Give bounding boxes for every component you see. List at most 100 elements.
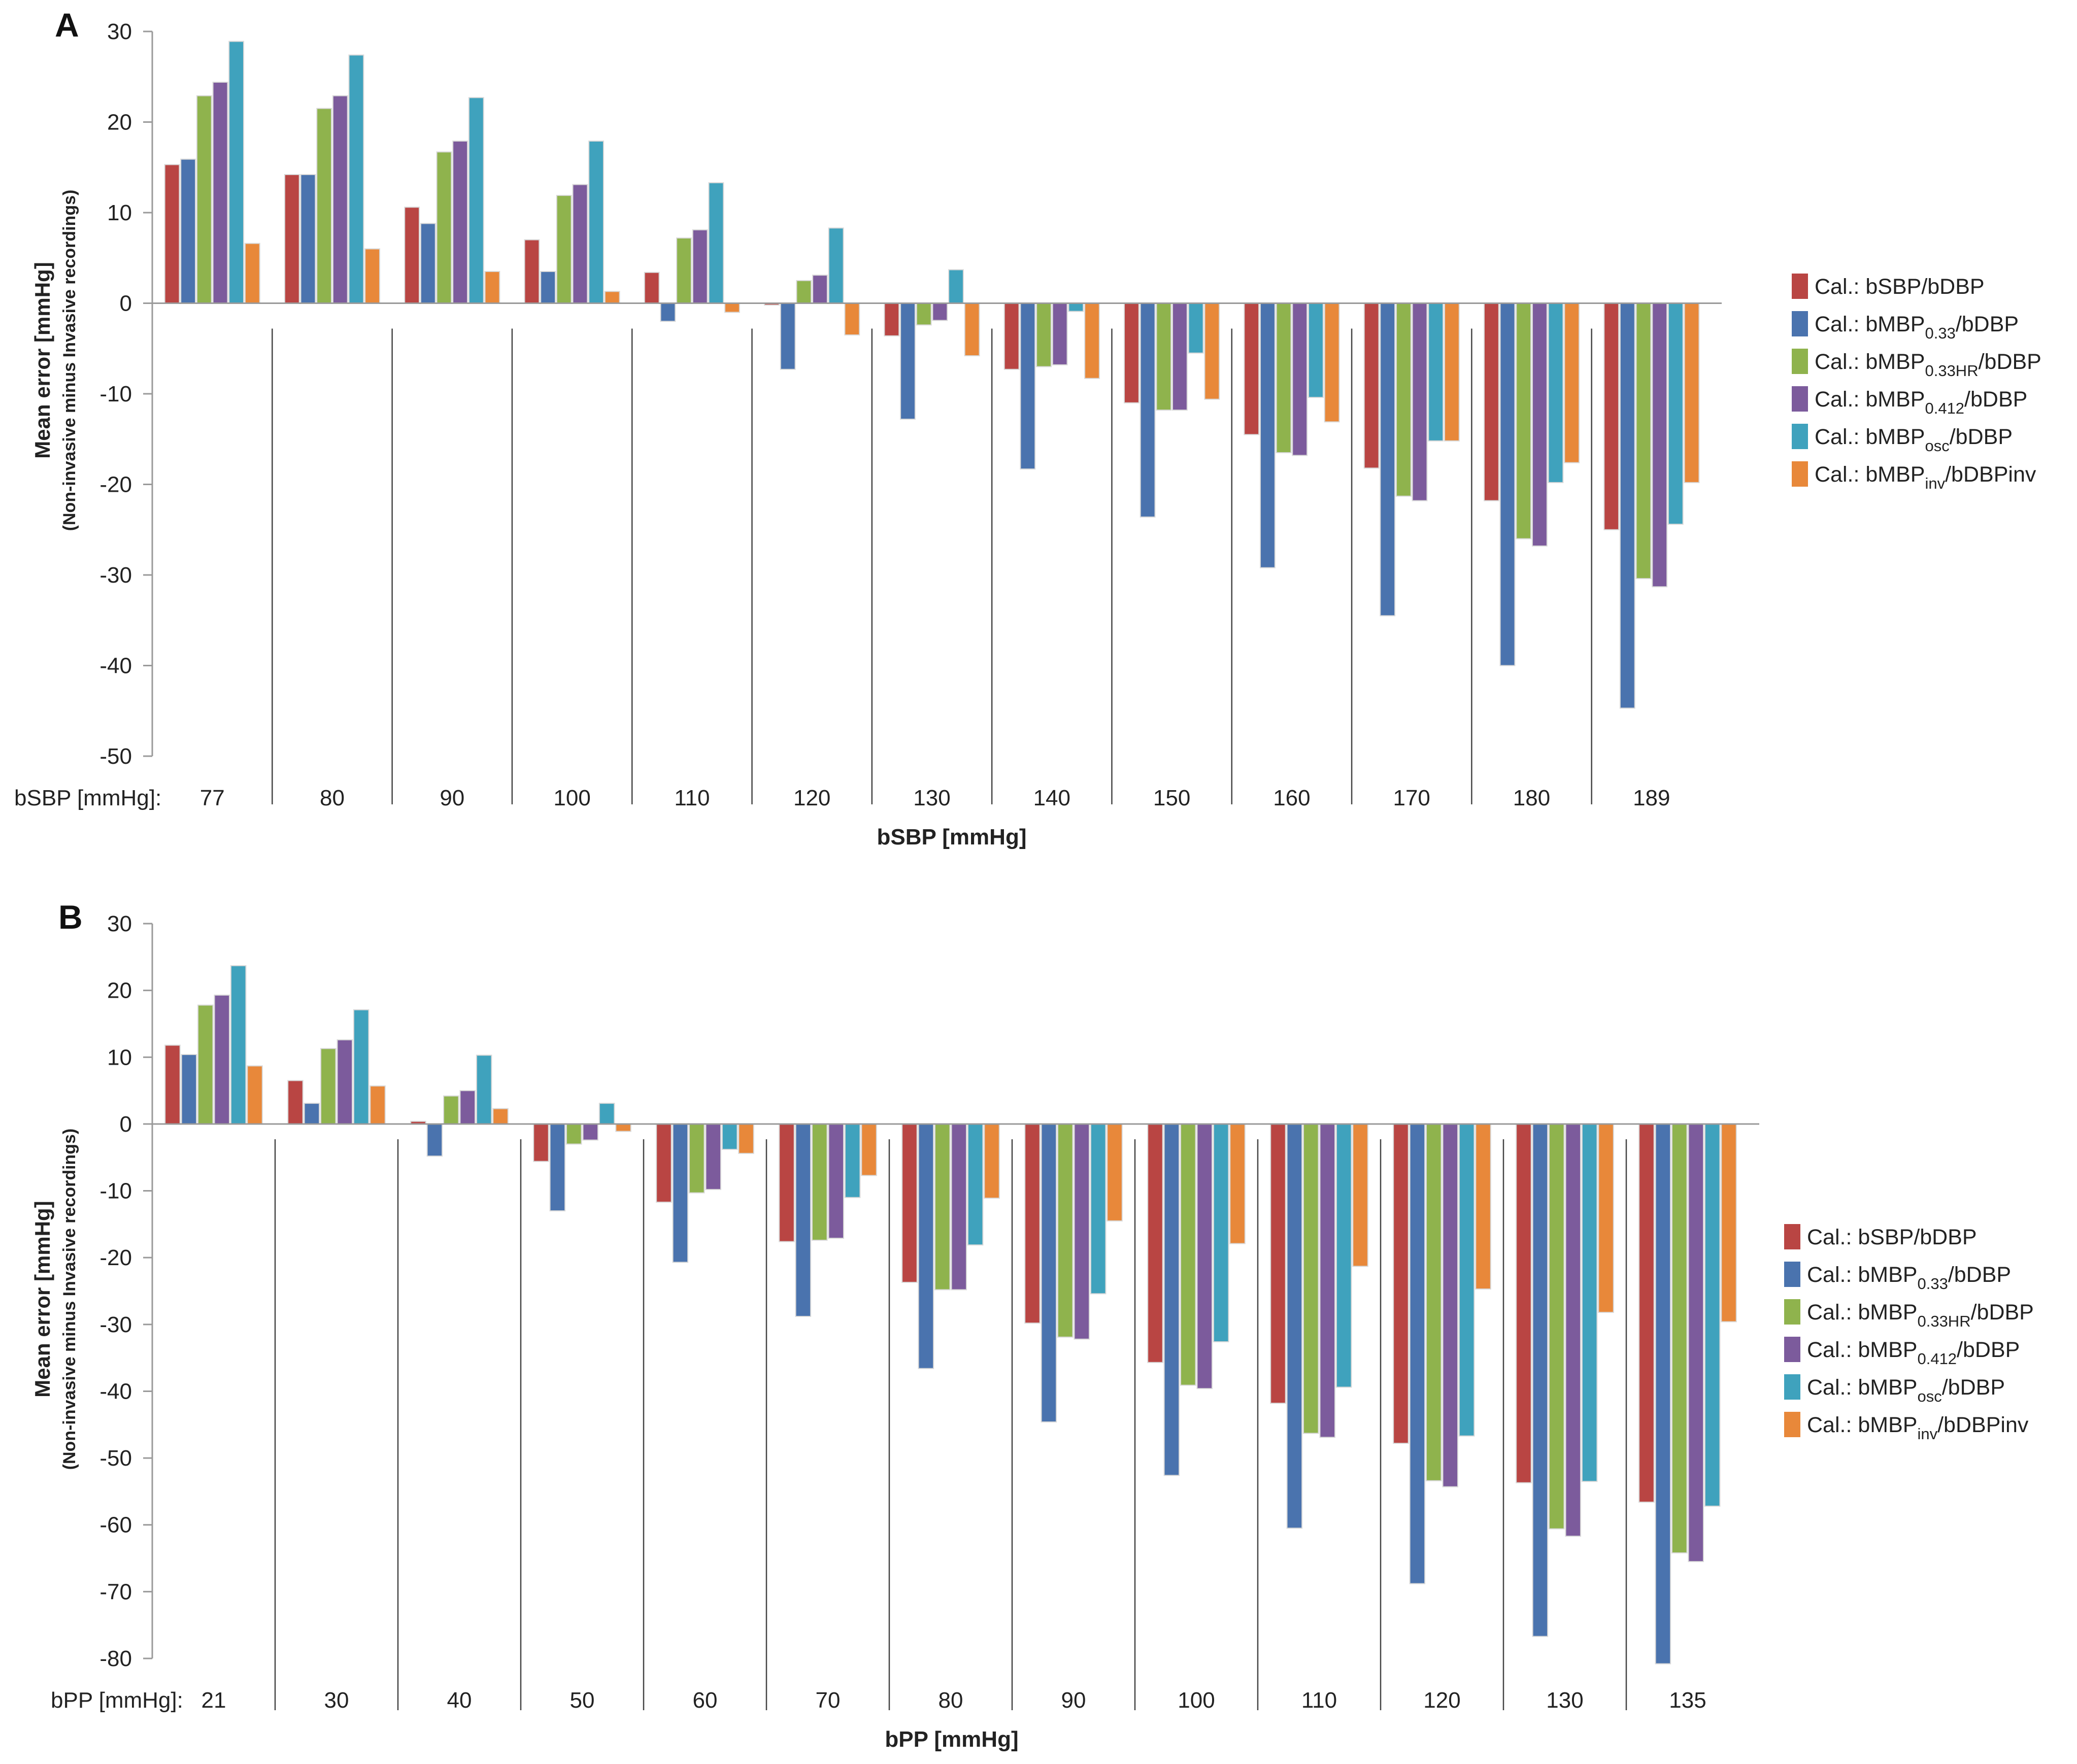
bar-series-2-cat-90 — [420, 223, 436, 304]
bar-series-2-cat-77 — [180, 158, 196, 304]
bar-series-5-cat-90 — [1090, 1123, 1107, 1295]
bar-series-6-cat-100 — [1229, 1123, 1246, 1244]
bar-series-4-cat-21 — [214, 994, 230, 1125]
bar-series-6-cat-50 — [615, 1123, 631, 1132]
bar-series-5-cat-120 — [828, 227, 844, 304]
panel-a-legend: Cal.: bSBP/bDBP Cal.: bMBP0.33/bDBP Cal.: … — [1792, 274, 2041, 492]
y-tick-label: -40 — [99, 654, 132, 679]
panel-a-x-axis-label: bSBP [mmHg] — [877, 825, 1027, 850]
category-label: 120 — [1423, 1688, 1460, 1713]
bar-series-2-cat-135 — [1655, 1123, 1671, 1665]
bar-series-2-cat-80 — [918, 1123, 934, 1369]
legend-label-5: Cal.: bMBPosc/bDBP — [1807, 1375, 2005, 1405]
bar-series-5-cat-50 — [598, 1103, 615, 1125]
legend-swatch-5 — [1792, 424, 1808, 449]
bar-series-4-cat-140 — [1052, 302, 1068, 365]
legend-label-3: Cal.: bMBP0.33HR/bDBP — [1807, 1300, 2034, 1330]
panel-a-category-row-label: bSBP [mmHg]: — [14, 786, 161, 810]
bar-series-6-cat-80 — [984, 1123, 1000, 1199]
bar-series-6-cat-110 — [724, 302, 740, 313]
panel-b-x-axis-label: bPP [mmHg] — [885, 1727, 1018, 1752]
bar-series-5-cat-100 — [588, 141, 604, 304]
bar-series-3-cat-170 — [1396, 302, 1412, 497]
legend-label-6: Cal.: bMBPinv/bDBPinv — [1807, 1413, 2029, 1443]
bar-series-6-cat-120 — [1475, 1123, 1491, 1290]
bar-series-4-cat-70 — [828, 1123, 844, 1239]
category-label: 160 — [1273, 786, 1310, 810]
bar-series-3-cat-120 — [796, 280, 812, 304]
bar-series-2-cat-70 — [795, 1123, 812, 1317]
bar-series-2-cat-120 — [780, 302, 796, 370]
bar-series-2-cat-120 — [1409, 1123, 1426, 1584]
bar-series-3-cat-90 — [1057, 1123, 1074, 1338]
bar-series-6-cat-140 — [1084, 302, 1100, 379]
bar-series-5-cat-170 — [1428, 302, 1444, 442]
bar-series-3-cat-30 — [320, 1048, 337, 1125]
bar-series-5-cat-40 — [476, 1055, 492, 1125]
bar-series-1-cat-30 — [287, 1080, 304, 1125]
y-tick-label: 20 — [107, 978, 132, 1003]
category-label: 77 — [200, 786, 225, 810]
bar-series-1-cat-180 — [1484, 302, 1499, 501]
bar-series-5-cat-135 — [1704, 1123, 1721, 1507]
category-label: 140 — [1033, 786, 1070, 810]
y-tick-label: -20 — [99, 1245, 132, 1270]
y-tick-label: 30 — [107, 911, 132, 936]
bar-series-4-cat-100 — [572, 184, 588, 304]
bar-series-5-cat-180 — [1548, 302, 1564, 483]
bar-series-3-cat-100 — [556, 195, 572, 304]
bar-series-6-cat-180 — [1564, 302, 1580, 463]
bar-series-5-cat-120 — [1458, 1123, 1475, 1437]
bar-series-5-cat-150 — [1188, 302, 1204, 354]
category-label: 130 — [1546, 1688, 1583, 1713]
category-label: 70 — [816, 1688, 841, 1713]
bar-series-2-cat-130 — [900, 302, 916, 420]
bar-series-1-cat-21 — [164, 1044, 181, 1125]
legend-label-4: Cal.: bMBP0.412/bDBP — [1815, 387, 2027, 417]
legend-swatch-3 — [1792, 349, 1808, 374]
bar-series-6-cat-90 — [484, 271, 500, 304]
bar-series-2-cat-100 — [540, 271, 556, 304]
y-tick-label: 0 — [120, 291, 132, 316]
bar-series-3-cat-80 — [934, 1123, 951, 1291]
bar-series-3-cat-100 — [1180, 1123, 1196, 1386]
bar-series-4-cat-130 — [932, 302, 948, 321]
bar-series-1-cat-80 — [284, 174, 300, 304]
bar-series-3-cat-135 — [1671, 1123, 1688, 1553]
y-tick-label: -50 — [99, 1446, 132, 1471]
legend-swatch-5 — [1784, 1374, 1800, 1400]
bar-series-4-cat-80 — [332, 95, 348, 304]
bar-series-4-cat-90 — [1074, 1123, 1090, 1340]
legend-swatch-6 — [1784, 1412, 1800, 1437]
bar-series-1-cat-120 — [1393, 1123, 1409, 1444]
bar-series-5-cat-189 — [1667, 302, 1684, 525]
bar-series-3-cat-70 — [812, 1123, 828, 1241]
bar-series-2-cat-21 — [181, 1054, 197, 1125]
y-tick-label: -30 — [99, 1312, 132, 1337]
bar-series-4-cat-135 — [1688, 1123, 1704, 1563]
legend-label-4: Cal.: bMBP0.412/bDBP — [1807, 1338, 2020, 1368]
bar-series-1-cat-100 — [1147, 1123, 1163, 1363]
y-tick-label: 0 — [120, 1112, 132, 1137]
category-label: 90 — [440, 786, 464, 810]
bar-series-2-cat-160 — [1260, 302, 1276, 568]
bar-series-2-cat-90 — [1041, 1123, 1057, 1422]
panel-b: B Mean error [mmHg] (Non-invasive minus … — [30, 898, 2034, 1752]
bar-series-2-cat-110 — [1286, 1123, 1303, 1529]
bar-series-2-cat-180 — [1499, 302, 1516, 666]
y-tick-label: 30 — [107, 19, 132, 44]
bar-series-1-cat-189 — [1603, 302, 1620, 530]
bar-series-2-cat-100 — [1163, 1123, 1180, 1476]
y-tick-label: -20 — [99, 472, 132, 497]
bar-series-5-cat-100 — [1213, 1123, 1229, 1342]
legend-label-2: Cal.: bMBP0.33/bDBP — [1815, 312, 2019, 342]
category-label: 30 — [324, 1688, 349, 1713]
bar-series-5-cat-80 — [348, 54, 364, 304]
bar-series-1-cat-77 — [164, 164, 180, 304]
bar-series-3-cat-50 — [566, 1123, 582, 1145]
bar-series-2-cat-40 — [426, 1123, 443, 1157]
legend-swatch-4 — [1784, 1337, 1800, 1362]
bar-series-4-cat-30 — [337, 1039, 353, 1125]
bar-series-6-cat-130 — [964, 302, 980, 356]
